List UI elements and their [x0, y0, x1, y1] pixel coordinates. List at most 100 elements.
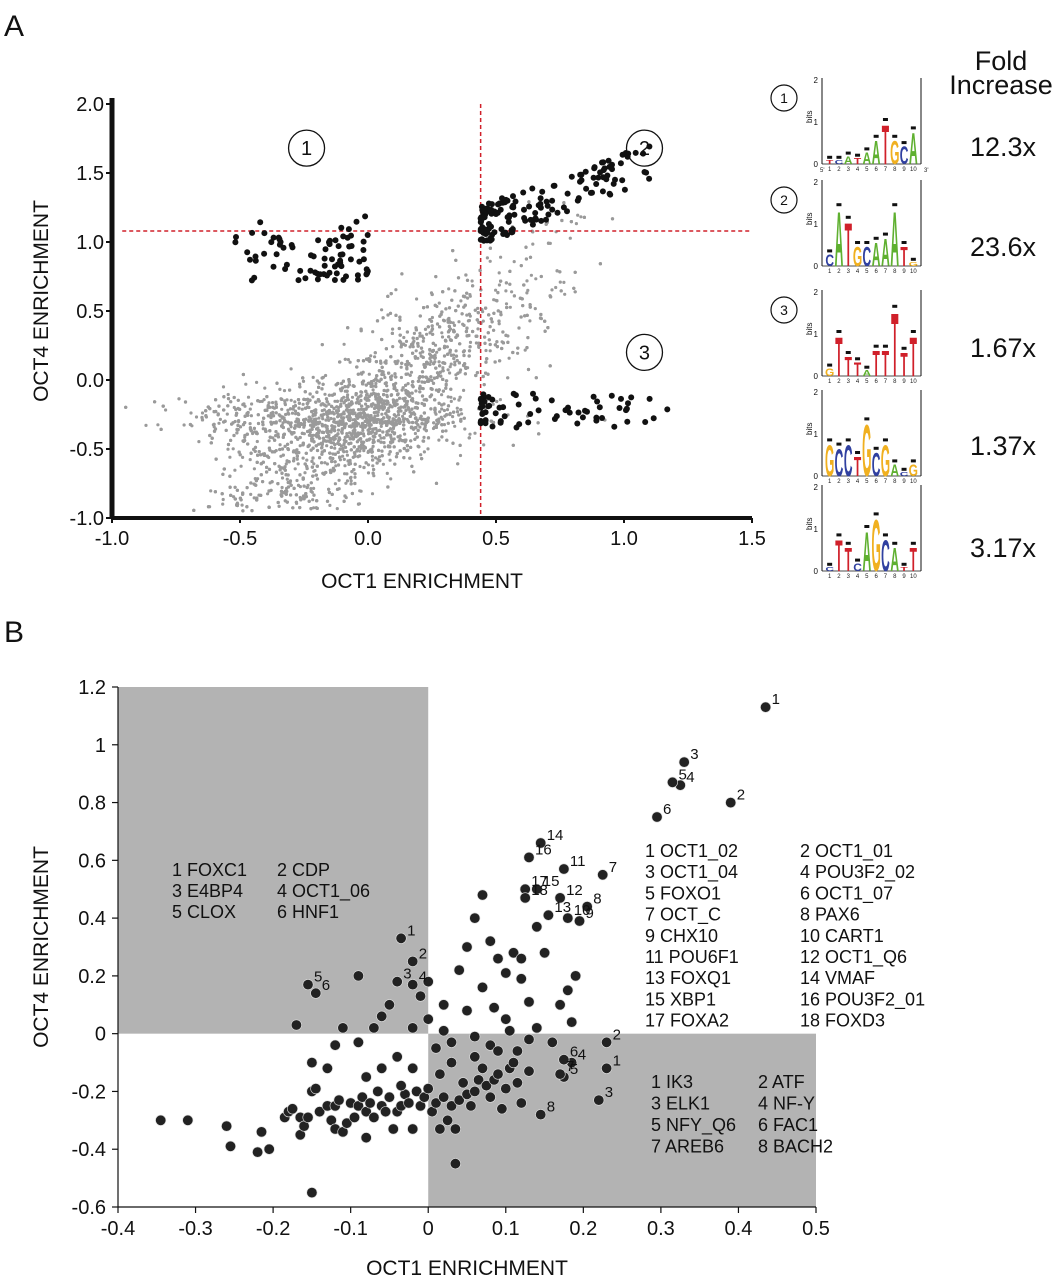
data-point — [507, 1057, 519, 1069]
background-point — [329, 437, 333, 441]
data-point — [515, 953, 527, 965]
background-point — [464, 273, 468, 277]
background-point — [344, 435, 349, 439]
background-point — [404, 388, 408, 393]
background-point — [344, 481, 348, 485]
background-point — [232, 405, 236, 410]
background-point — [403, 432, 407, 436]
background-point — [441, 290, 445, 294]
background-point — [362, 449, 366, 453]
background-point — [299, 498, 303, 502]
background-point — [373, 384, 377, 388]
background-point — [360, 404, 364, 408]
background-point — [387, 409, 391, 413]
panel-a-label: A — [4, 10, 24, 43]
background-point — [346, 385, 350, 389]
background-point — [358, 431, 362, 435]
background-point — [321, 436, 325, 440]
background-point — [293, 426, 297, 430]
background-point — [295, 478, 299, 483]
y-tick-label: 0.2 — [78, 966, 106, 988]
background-point — [339, 413, 343, 417]
background-point — [327, 418, 331, 422]
background-point — [328, 440, 332, 444]
background-point — [568, 236, 572, 240]
background-point — [533, 307, 537, 311]
point-label: 6 — [663, 801, 671, 818]
data-point — [465, 1100, 477, 1112]
background-point — [398, 318, 402, 322]
background-point — [269, 411, 273, 415]
background-point — [411, 385, 415, 389]
background-point — [290, 411, 295, 415]
background-point — [257, 450, 261, 454]
logo-position-label: 6 — [874, 269, 878, 275]
background-point — [433, 354, 437, 358]
background-point — [413, 431, 417, 436]
background-point — [482, 443, 486, 447]
logo-error-bar — [910, 126, 916, 130]
highlight-point — [232, 239, 239, 246]
background-point — [248, 422, 252, 426]
background-point — [327, 393, 331, 397]
background-point — [252, 426, 256, 430]
background-point — [387, 429, 391, 433]
background-point — [478, 268, 482, 272]
background-point — [544, 222, 548, 226]
background-point — [474, 341, 478, 345]
background-point — [293, 409, 298, 413]
logo-error-bar — [864, 365, 870, 369]
background-point — [463, 427, 467, 431]
background-point — [280, 447, 285, 451]
background-point — [281, 435, 285, 439]
background-point — [454, 335, 458, 339]
logo-letter: T — [910, 325, 917, 389]
background-point — [437, 438, 441, 442]
data-point — [383, 1091, 395, 1103]
logo-letter: T — [900, 566, 908, 572]
background-point — [446, 368, 450, 372]
background-point — [433, 398, 437, 402]
background-point — [356, 455, 360, 459]
background-point — [342, 342, 346, 346]
background-point — [330, 459, 334, 464]
background-point — [286, 408, 290, 412]
background-point — [433, 343, 438, 347]
background-point — [273, 438, 277, 442]
logo-error-bar — [836, 155, 842, 159]
background-point — [253, 445, 258, 449]
background-point — [238, 407, 242, 411]
background-point — [425, 332, 429, 336]
background-point — [228, 455, 232, 459]
logo-position-label: 4 — [856, 379, 860, 385]
logo-position-label: 5 — [865, 479, 869, 485]
data-point — [155, 1114, 167, 1126]
background-point — [558, 270, 562, 274]
background-point — [189, 411, 193, 415]
background-point — [528, 305, 532, 309]
background-point — [416, 379, 420, 383]
logo-error-bar — [901, 241, 907, 244]
highlight-point — [321, 262, 328, 269]
background-point — [421, 375, 425, 379]
logo-position-label: 3 — [847, 269, 851, 275]
data-point — [484, 1091, 496, 1103]
background-point — [300, 407, 304, 411]
background-point — [347, 402, 351, 406]
background-point — [315, 477, 320, 481]
background-point — [240, 503, 244, 507]
background-point — [512, 260, 516, 264]
background-point — [325, 400, 329, 404]
background-point — [396, 435, 400, 439]
background-point — [226, 442, 231, 447]
background-point — [441, 417, 445, 421]
background-point — [422, 402, 426, 407]
background-point — [342, 425, 347, 429]
background-point — [288, 388, 292, 392]
background-point — [277, 504, 281, 508]
logo-position-label: 5 — [865, 574, 869, 580]
data-point — [368, 1022, 380, 1034]
highlight-point — [579, 414, 586, 421]
background-point — [543, 319, 547, 323]
background-point — [527, 200, 531, 204]
